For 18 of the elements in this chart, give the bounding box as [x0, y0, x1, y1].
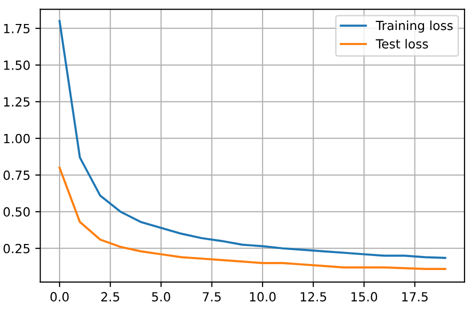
legend-label: Training loss [376, 20, 453, 33]
x-tick-label: 2.5 [101, 292, 120, 302]
x-tick-label: 15.0 [352, 292, 378, 302]
x-tick-label: 12.5 [300, 292, 326, 302]
y-tick-label: 0.25 [4, 244, 30, 254]
y-tick-label: 0.50 [4, 207, 30, 217]
y-tick-label: 1.50 [4, 60, 30, 70]
y-tick-label: 1.75 [4, 24, 30, 34]
y-tick-label: 1.00 [4, 134, 30, 144]
x-tick-label: 5.0 [152, 292, 170, 302]
line-series [58, 166, 446, 270]
x-tick-label: 17.5 [402, 292, 428, 302]
x-tick-label: 7.5 [202, 292, 221, 302]
legend-label: Test loss [376, 38, 428, 49]
x-tick-label: 10.0 [250, 292, 276, 302]
y-tick-label: 1.25 [4, 97, 30, 107]
x-tick-label: 0.0 [50, 292, 69, 302]
y-tick-label: 0.75 [4, 170, 30, 180]
